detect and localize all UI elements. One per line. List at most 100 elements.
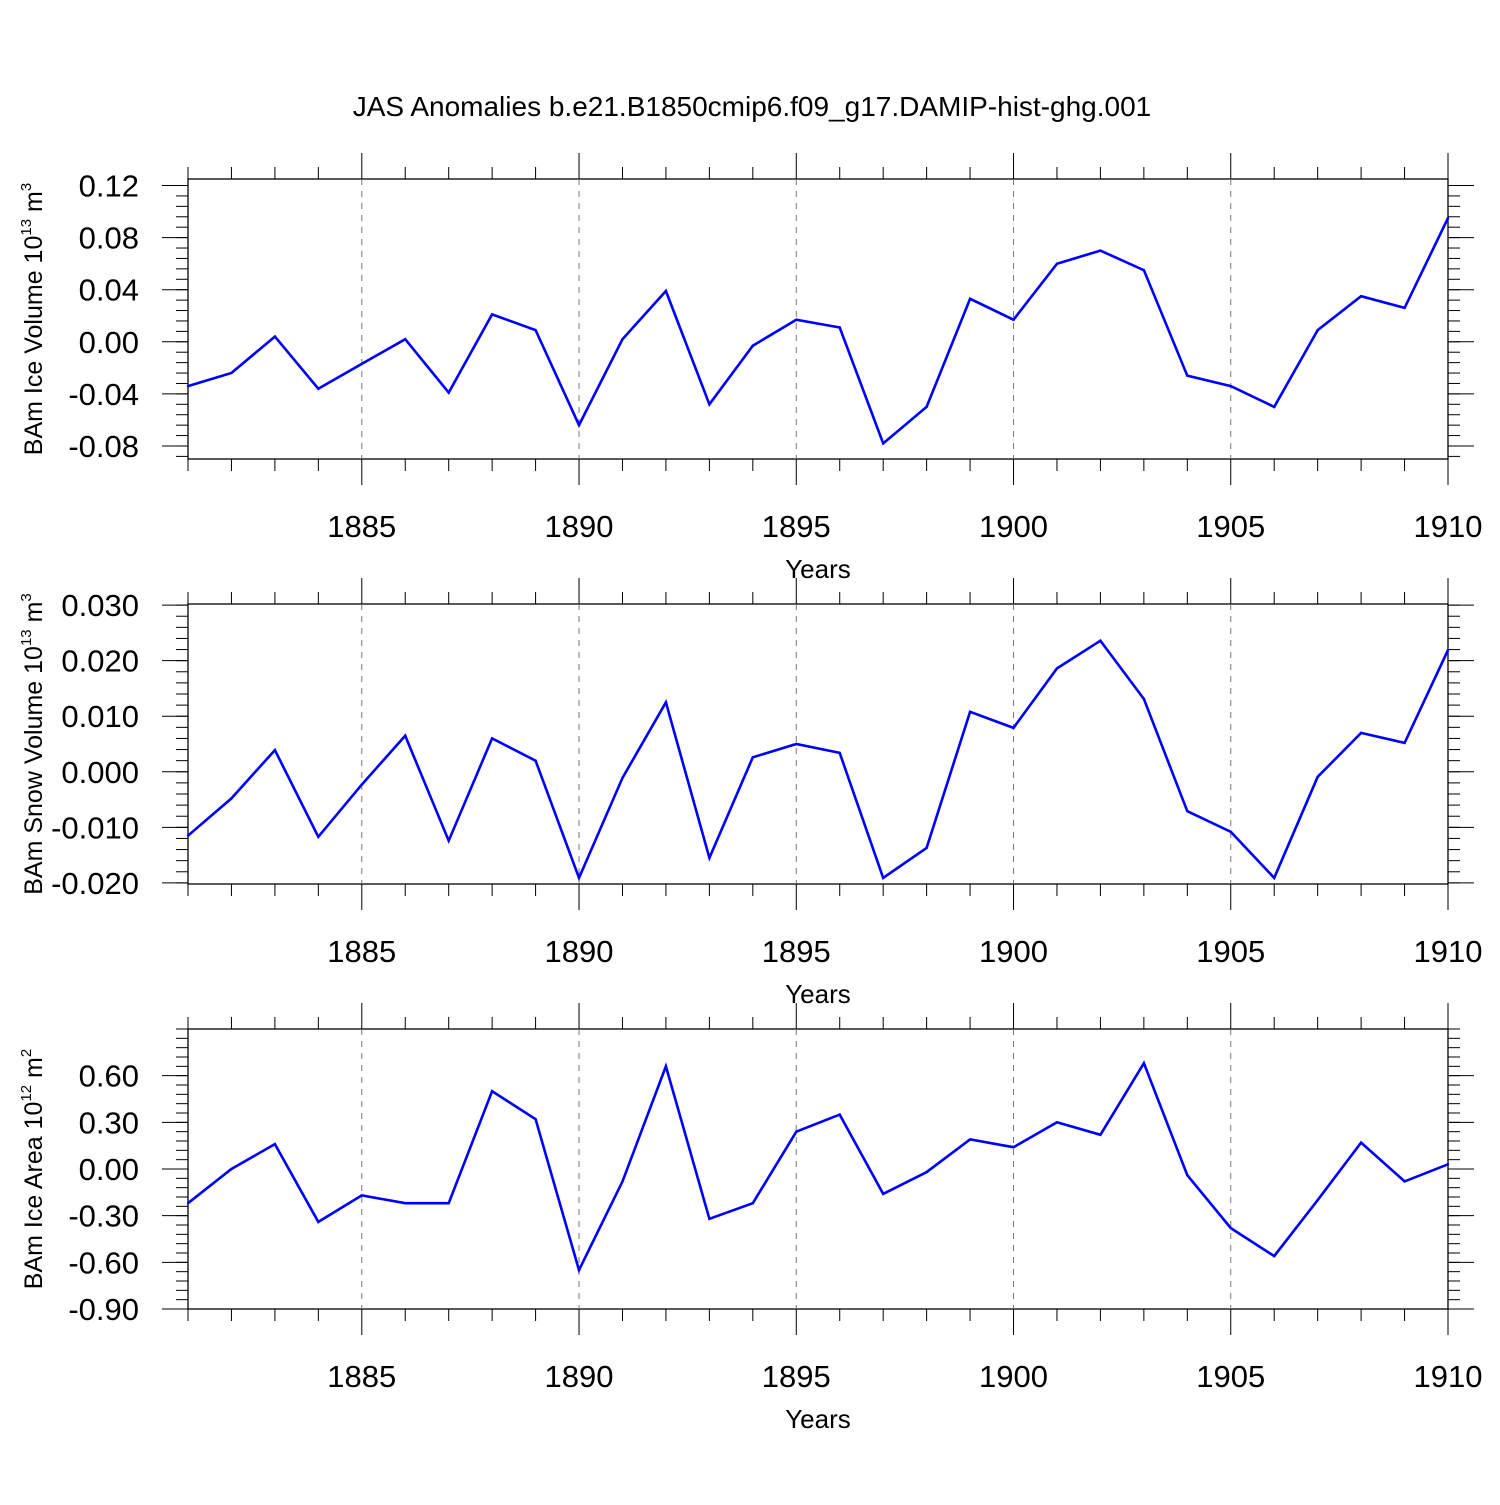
data-point xyxy=(534,328,537,332)
data-point xyxy=(1099,1133,1102,1136)
data-point xyxy=(1316,328,1319,332)
x-tick-label: 1905 xyxy=(1196,1359,1265,1394)
data-point xyxy=(1359,295,1363,298)
x-tick-label: 1890 xyxy=(545,509,614,544)
x-axis-label: Years xyxy=(785,554,851,584)
data-point xyxy=(490,737,494,740)
data-point xyxy=(664,289,668,293)
data-point xyxy=(795,318,798,321)
data-point xyxy=(1273,876,1276,880)
x-tick-label: 1885 xyxy=(327,509,396,544)
data-point xyxy=(360,1194,363,1197)
data-point xyxy=(621,1180,624,1183)
data-point xyxy=(534,759,537,762)
plot-frame xyxy=(187,178,1449,460)
data-point xyxy=(1403,741,1406,745)
x-tick-label: 1895 xyxy=(762,509,831,544)
data-point xyxy=(1229,384,1232,388)
x-tick-label: 1910 xyxy=(1414,934,1483,969)
series-line xyxy=(187,217,1450,446)
x-tick-label: 1890 xyxy=(545,934,614,969)
data-point xyxy=(1186,374,1189,377)
y-tick-label: 0.020 xyxy=(61,644,139,679)
data-point xyxy=(447,1202,450,1205)
data-point xyxy=(1273,405,1276,409)
data-point xyxy=(1012,318,1015,321)
y-tick-label: 0.00 xyxy=(79,325,139,360)
data-point xyxy=(1142,697,1146,701)
panel-1: 1885 1890 1895 1900 1905 1910 Years 0.12 0.08 0.0… xyxy=(18,153,1482,584)
data-point xyxy=(838,326,841,329)
data-point xyxy=(577,876,581,880)
x-tick-label: 1895 xyxy=(762,1359,831,1394)
data-point xyxy=(881,442,885,445)
data-point xyxy=(186,1202,190,1205)
y-tick-label: -0.020 xyxy=(51,866,139,901)
data-point xyxy=(317,1220,320,1224)
data-point xyxy=(1055,667,1059,670)
data-point xyxy=(621,337,624,341)
data-point xyxy=(1055,1121,1059,1124)
data-point xyxy=(968,710,972,713)
data-point xyxy=(534,1118,537,1121)
data-point xyxy=(186,384,190,388)
data-point xyxy=(273,748,277,752)
data-point xyxy=(230,371,233,375)
data-point xyxy=(751,756,755,759)
x-tick-label: 1905 xyxy=(1196,509,1265,544)
data-point xyxy=(925,405,928,409)
data-point xyxy=(708,403,711,406)
data-point xyxy=(1229,1226,1232,1230)
data-point xyxy=(1359,731,1363,735)
data-point xyxy=(577,1268,581,1272)
data-point xyxy=(230,1167,233,1171)
y-tick-label: 0.08 xyxy=(79,221,139,256)
data-point xyxy=(664,1065,668,1068)
data-point xyxy=(317,835,320,838)
data-point xyxy=(360,362,363,366)
y-tick-label: 0.00 xyxy=(79,1152,139,1187)
x-tick-label: 1910 xyxy=(1414,509,1483,544)
data-point xyxy=(881,1192,885,1196)
x-axis-label: Years xyxy=(785,1404,851,1434)
y-tick-label: -0.08 xyxy=(68,429,139,464)
data-point xyxy=(1403,1180,1406,1183)
panel-2: 1885 1890 1895 1900 1905 1910 Years 0.030 0.020 0… xyxy=(18,578,1482,1009)
data-point xyxy=(490,313,494,316)
data-point xyxy=(751,344,755,347)
data-point xyxy=(881,876,885,880)
data-point xyxy=(1186,1174,1189,1177)
x-tick-label: 1900 xyxy=(979,509,1048,544)
y-tick-label: -0.30 xyxy=(68,1199,139,1234)
data-point xyxy=(404,337,407,341)
x-tick-label: 1905 xyxy=(1196,934,1265,969)
data-point xyxy=(1316,1198,1319,1202)
data-point xyxy=(1055,262,1059,265)
data-point xyxy=(1142,1062,1146,1065)
data-point xyxy=(708,1217,711,1220)
x-tick-label: 1885 xyxy=(327,934,396,969)
data-point xyxy=(1099,639,1102,642)
data-point xyxy=(317,387,320,390)
data-point xyxy=(838,1113,841,1116)
y-tick-label: -0.010 xyxy=(51,810,139,845)
y-tick-label: 0.60 xyxy=(79,1059,139,1094)
panel-3: 1885 1890 1895 1900 1905 1910 Years 0.60 0.30 0.0… xyxy=(18,1003,1482,1434)
data-point xyxy=(186,834,190,837)
y-tick-label: 0.000 xyxy=(61,755,139,790)
y-axis-label: BAm Snow Volume 1013 m3 xyxy=(18,593,48,895)
data-point xyxy=(404,1202,407,1205)
data-point xyxy=(360,783,363,786)
data-point xyxy=(1142,268,1146,272)
data-point xyxy=(1403,306,1406,310)
data-point xyxy=(490,1090,494,1093)
chart-title: JAS Anomalies b.e21.B1850cmip6.f09_g17.D… xyxy=(353,91,1151,122)
data-point xyxy=(1446,1163,1450,1166)
data-point xyxy=(838,751,841,755)
data-point xyxy=(751,1202,755,1205)
x-tick-label: 1910 xyxy=(1414,1359,1483,1394)
x-axis-label: Years xyxy=(785,979,851,1009)
data-point xyxy=(1012,726,1015,730)
